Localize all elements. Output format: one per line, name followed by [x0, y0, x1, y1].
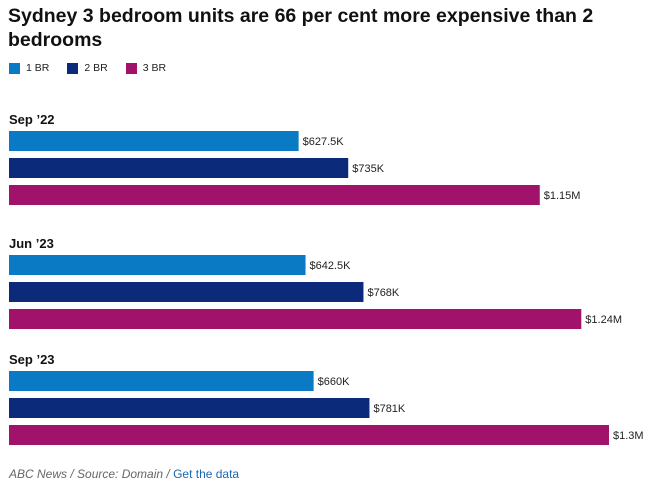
legend: 1 BR 2 BR 3 BR: [9, 61, 184, 75]
bar: [9, 398, 370, 418]
data-label: $1.3M: [613, 430, 644, 442]
data-label: $627.5K: [303, 136, 345, 148]
legend-swatch-1br: [9, 62, 20, 74]
data-label: $642.5K: [310, 260, 352, 272]
category-label: Sep ’23: [9, 352, 55, 367]
legend-item-3br: 3 BR: [125, 62, 167, 74]
bar: [9, 185, 540, 205]
legend-swatch-3br: [125, 62, 137, 74]
chart-title: Sydney 3 bedroom units are 66 per cent m…: [8, 5, 594, 51]
category-label: Jun ’23: [9, 236, 54, 251]
data-label: $735K: [352, 163, 384, 175]
bar: [9, 425, 609, 445]
data-label: $660K: [318, 376, 350, 388]
bar: [9, 158, 349, 178]
legend-label-1br: 1 BR: [26, 62, 50, 74]
source-note: ABC News / Source: Domain /: [9, 467, 174, 481]
legend-label-3br: 3 BR: [142, 62, 167, 74]
bar: [9, 131, 299, 151]
category-label: Sep ’22: [9, 112, 55, 127]
data-label: $768K: [367, 287, 399, 299]
bar: [9, 309, 582, 329]
data-label: $1.24M: [585, 314, 622, 326]
footer: ABC News / Source: Domain / Get the data: [9, 467, 239, 481]
bar: [9, 282, 364, 302]
bar: [9, 255, 306, 275]
bar: [9, 371, 314, 391]
legend-item-2br: 2 BR: [67, 62, 108, 74]
legend-swatch-2br: [67, 62, 79, 74]
data-label: $781K: [373, 403, 405, 415]
bar-chart: Sep ’22 $627.5K $735K $1.15M Jun ’23 $642.5K $…: [9, 112, 644, 445]
data-label: $1.15M: [544, 190, 581, 202]
legend-label-2br: 2 BR: [84, 62, 108, 74]
legend-item-1br: 1 BR: [9, 62, 49, 74]
get-the-data-link[interactable]: Get the data: [173, 467, 240, 481]
